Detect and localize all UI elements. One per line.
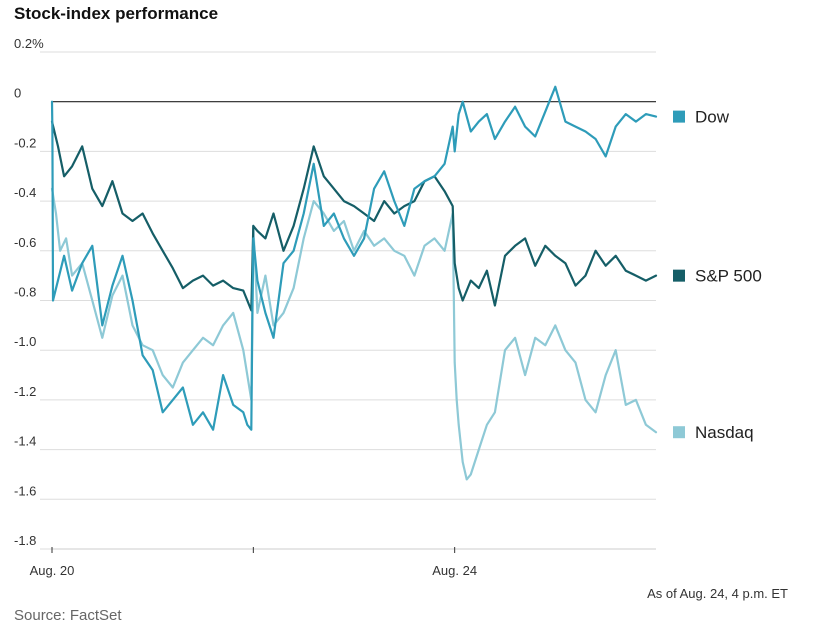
legend: Dow S&P 500 Nasdaq <box>673 108 762 442</box>
y-tick-label: -0.4 <box>14 185 36 200</box>
series-lines <box>50 85 658 481</box>
y-tick-label: -1.2 <box>14 384 36 399</box>
series-line-s-p-500 <box>50 120 658 312</box>
chart-source: Source: FactSet <box>14 607 122 624</box>
legend-swatch-s-p-500 <box>673 269 685 282</box>
y-tick-label: -0.6 <box>14 235 36 250</box>
series-line-nasdaq <box>50 187 658 481</box>
chart-note: As of Aug. 24, 4 p.m. ET <box>647 586 788 601</box>
y-tick-label: -0.8 <box>14 285 36 300</box>
y-tick-label: -1.6 <box>14 483 36 498</box>
y-axis: 0.2% 0 -0.2 -0.4 -0.6 -0.8 -1.0 -1.2 -1.4 -1.6 -1.… <box>14 36 44 548</box>
series-line-dow <box>50 85 658 431</box>
y-tick-label: -1.0 <box>14 334 36 349</box>
legend-label-nasdaq: Nasdaq <box>695 423 754 442</box>
x-tick-label: Aug. 20 <box>30 563 75 578</box>
x-axis: Aug. 20 Aug. 24 <box>30 547 656 578</box>
chart-title: Stock-index performance <box>14 4 218 23</box>
legend-label-dow: Dow <box>695 108 730 127</box>
legend-swatch-nasdaq <box>673 426 685 439</box>
y-tick-label: 0.2% <box>14 36 44 51</box>
y-tick-label: -1.8 <box>14 533 36 548</box>
x-tick-label: Aug. 24 <box>432 563 477 578</box>
y-tick-label: 0 <box>14 86 21 101</box>
legend-swatch-dow <box>673 110 685 123</box>
legend-label-s-p-500: S&P 500 <box>695 267 762 286</box>
y-tick-label: -0.2 <box>14 135 36 150</box>
y-tick-label: -1.4 <box>14 434 36 449</box>
